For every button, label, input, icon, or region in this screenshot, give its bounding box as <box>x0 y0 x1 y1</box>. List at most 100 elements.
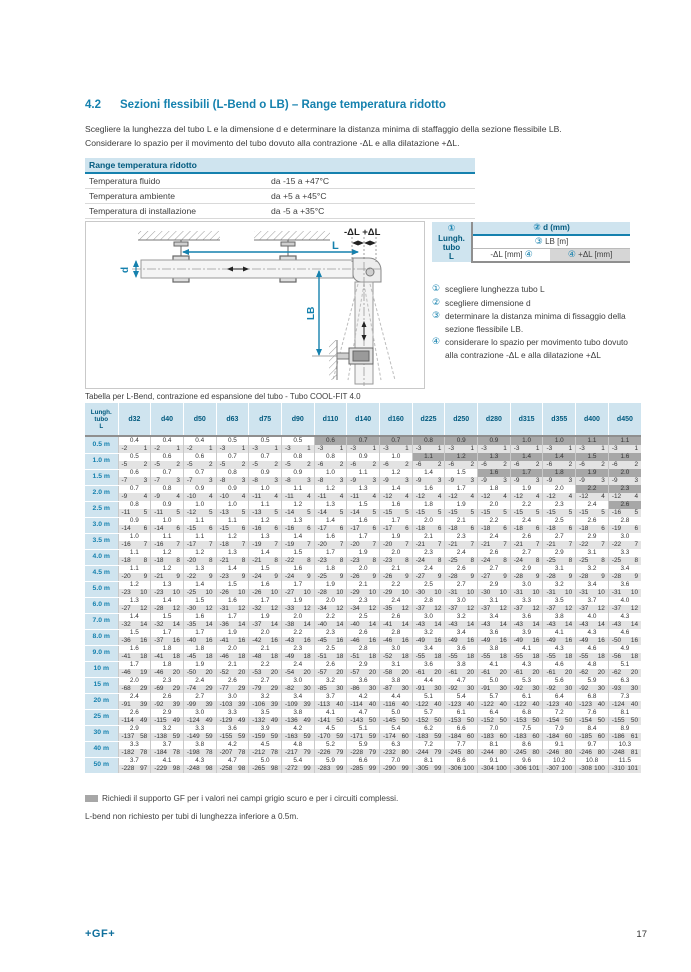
dl-minus-value: -198 <box>186 749 200 756</box>
dl-plus-value: 80 <box>499 749 507 756</box>
lb-cell: 1.9 <box>182 661 217 669</box>
dl-cell: -3 1 <box>542 445 576 453</box>
dl-minus-value: -163 <box>284 733 298 740</box>
dl-minus-value: -21 <box>448 541 458 548</box>
dl-plus-value: 3 <box>339 477 344 484</box>
dl-plus-value: 16 <box>368 637 376 644</box>
dl-plus-value: 40 <box>336 701 344 708</box>
dl-minus-value: -31 <box>513 589 523 596</box>
dl-minus-value: -28 <box>154 605 164 612</box>
dl-plus-value: 40 <box>466 701 475 708</box>
lb-cell: 1.0 <box>182 501 217 509</box>
dl-minus-value: -132 <box>252 717 266 724</box>
lb-cell: 8.1 <box>607 709 641 717</box>
dl-minus-value: -141 <box>317 717 331 724</box>
lb-cell: 1.3 <box>477 453 511 461</box>
legend-step: ④ considerare lo spazio per movimento tub… <box>432 336 637 361</box>
dl-plus-value: 8 <box>634 557 638 564</box>
dl-minus-value: -15 <box>383 509 393 516</box>
lb-cell: 8.1 <box>411 757 445 765</box>
lb-cell: 4.1 <box>313 709 347 717</box>
lb-cell: 8.9 <box>607 725 641 733</box>
table-row-lb: 50 m 3.7 4.1 4.3 4.7 5.0 5.4 5.9 6.6 7.0 8.1 8.6 9.1… <box>85 757 641 774</box>
dl-minus-value: -11 <box>154 509 163 516</box>
table-row-lb: 5.0 m 1.2 1.3 1.4 1.5 1.6 1.7 1.9 2.1 2.2 2.5 2.7 2.… <box>85 581 641 598</box>
dl-cell: -8 3 <box>313 477 347 485</box>
dl-cell: -37 12 <box>575 605 609 613</box>
dl-cell: -27 10 <box>280 589 315 597</box>
dl-minus-value: -28 <box>513 573 523 580</box>
dl-minus-value: -115 <box>154 717 167 724</box>
dl-cell: -57 20 <box>346 669 380 677</box>
lb-cell: 1.8 <box>411 501 445 509</box>
dl-cell: -21 7 <box>411 541 445 549</box>
lb-cell: 2.0 <box>411 517 445 525</box>
dl-minus-value: -15 <box>513 509 523 516</box>
dl-cell: -25 10 <box>182 589 217 597</box>
dl-minus-value: -40 <box>350 621 360 628</box>
dl-minus-value: -46 <box>219 653 229 660</box>
dl-minus-value: -3 <box>546 445 553 452</box>
dl-cell: -18 6 <box>575 525 609 533</box>
dl-plus-value: 8 <box>372 557 376 564</box>
dl-plus-value: 3 <box>470 477 475 484</box>
delta-l-label: -ΔL +ΔL <box>344 227 381 238</box>
dl-minus-value: -27 <box>415 573 425 580</box>
lb-cell: 1.6 <box>346 517 380 525</box>
lb-cell: 1.4 <box>411 469 445 477</box>
lb-cell: 2.0 <box>280 613 315 621</box>
dl-plus-value: 9 <box>143 573 148 580</box>
lb-cell: 1.2 <box>150 549 184 557</box>
lb-cell: 3.6 <box>215 725 249 733</box>
dl-minus-value: -174 <box>383 733 396 740</box>
lb-cell: 1.7 <box>313 549 347 557</box>
lb-cell: 7.6 <box>575 709 609 717</box>
lb-cell: 2.9 <box>117 725 151 733</box>
dl-cell: -174 60 <box>379 733 413 741</box>
lb-cell: 3.4 <box>575 581 609 589</box>
dl-plus-value: 1 <box>143 445 148 452</box>
dl-cell: -57 20 <box>313 669 347 677</box>
dl-minus-value: -15 <box>415 509 425 516</box>
table-row-dl: -11 5 -11 5 -12 5 -13 5 -13 5 -14 5 -14 5 -14 5 -15 5 -15 5… <box>85 509 641 517</box>
lb-cell: 3.2 <box>542 581 576 589</box>
dl-minus-value: -55 <box>579 653 589 660</box>
dl-minus-value: -18 <box>448 525 458 532</box>
dl-cell: -38 14 <box>280 621 315 629</box>
dl-plus-value: 8 <box>307 557 311 564</box>
dl-minus-value: -3 <box>415 445 422 452</box>
dl-minus-value: -6 <box>481 461 487 468</box>
lb-cell: 3.6 <box>607 581 641 589</box>
dl-plus-value: 20 <box>630 669 638 676</box>
legend-d-text: d (mm) <box>543 223 570 232</box>
lb-cell: 1.9 <box>248 613 282 621</box>
dl-cell: -18 6 <box>411 525 445 533</box>
table-row-lb: 8.0 m 1.5 1.7 1.7 1.9 2.0 2.2 2.3 2.6 2.8 3.2 3.4 3.… <box>85 629 641 646</box>
lb-cell: 4.5 <box>313 725 347 733</box>
dl-plus-value: 14 <box>565 621 573 628</box>
dl-plus-value: 39 <box>303 701 311 708</box>
dl-cell: -171 59 <box>346 733 380 741</box>
table-row-dl: -137 58 -138 59 -149 59 -155 59 -159 59 -163 59 -170… <box>85 733 641 741</box>
lb-cell: 1.5 <box>182 597 217 605</box>
dl-plus-value: 6 <box>634 525 638 532</box>
dl-minus-value: -16 <box>121 541 131 548</box>
dl-minus-value: -31 <box>579 589 589 596</box>
dl-cell: -49 16 <box>509 637 543 645</box>
dl-plus-value: 40 <box>434 701 442 708</box>
dl-cell: -27 9 <box>411 573 445 581</box>
dl-cell: -31 10 <box>542 589 576 597</box>
dl-minus-value: -91 <box>121 701 131 708</box>
dl-plus-value: 1 <box>405 445 409 452</box>
dl-plus-value: 30 <box>597 685 605 692</box>
dl-cell: -61 20 <box>411 669 445 677</box>
dl-minus-value: -61 <box>481 669 491 676</box>
dl-plus-value: 79 <box>434 749 442 756</box>
lb-cell: 1.9 <box>379 533 413 541</box>
dl-cell: -129 49 <box>215 717 249 725</box>
table-row-dl: -23 10 -23 10 -25 10 -26 10 -26 10 -27 10 -28 10 -29 10… <box>85 589 641 597</box>
dl-plus-value: 5 <box>634 509 638 516</box>
dl-plus-value: 20 <box>336 669 344 676</box>
lb-cell: 4.6 <box>575 645 609 653</box>
dl-minus-value: -20 <box>383 541 393 548</box>
